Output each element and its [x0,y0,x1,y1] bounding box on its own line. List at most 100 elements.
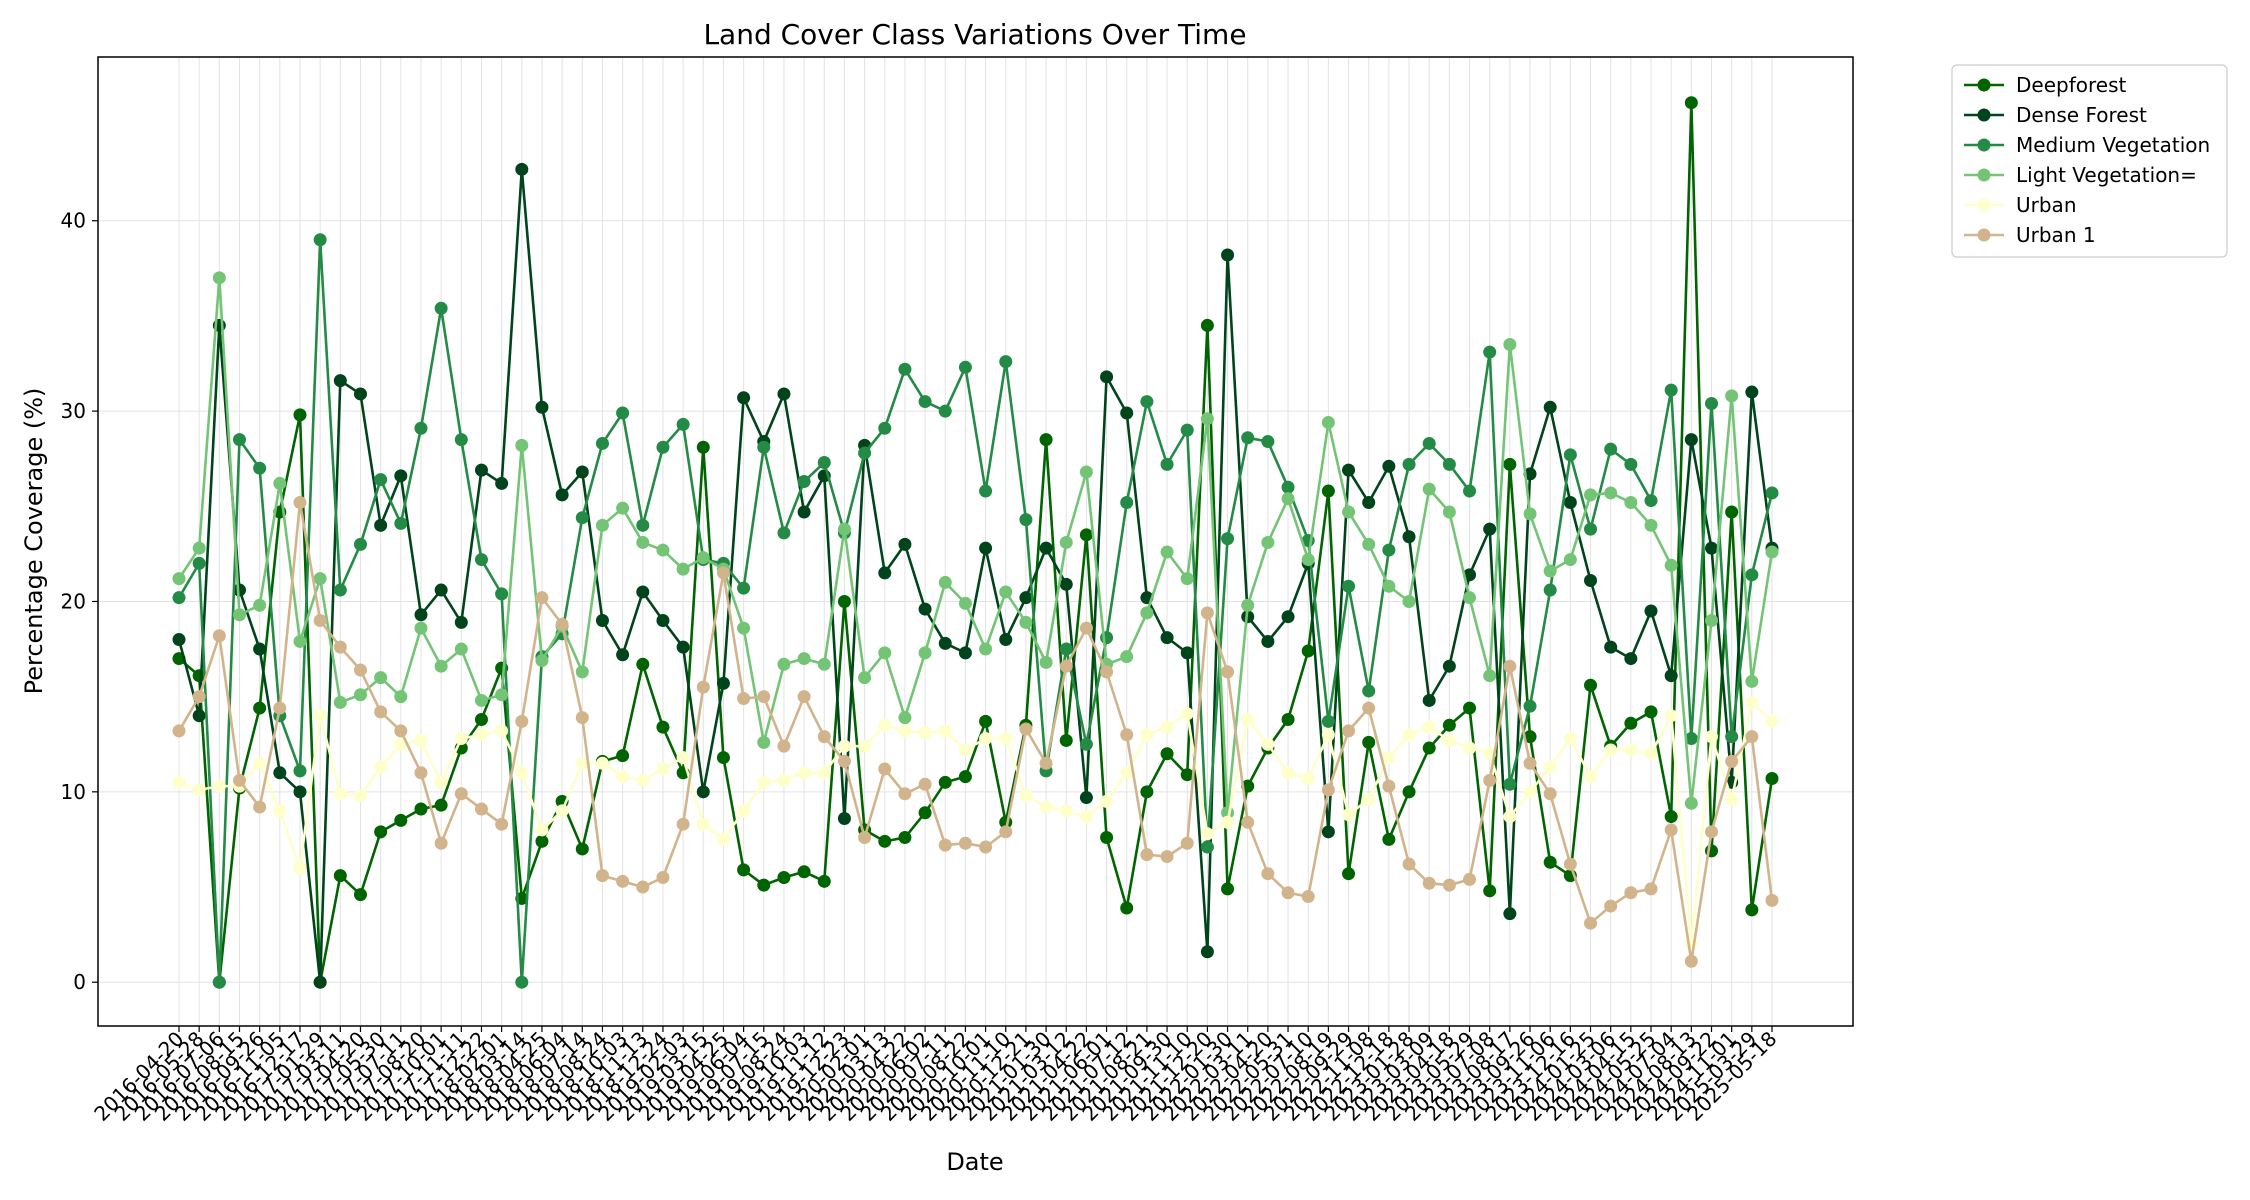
data-point [1342,579,1356,593]
data-point [1019,789,1033,803]
data-point [878,718,892,732]
data-point [1483,345,1497,359]
data-point [636,773,650,787]
data-point [858,671,872,685]
data-point [636,657,650,671]
data-point [1765,893,1779,907]
data-point [1604,899,1618,913]
data-point [374,473,388,487]
data-point [1140,606,1154,620]
data-point [434,775,448,789]
data-point [434,659,448,673]
data-point [1543,400,1557,414]
data-point [938,775,952,789]
data-point [535,400,549,414]
data-point [535,823,549,837]
data-point [1301,553,1315,567]
y-tick-label: 0 [73,970,86,994]
data-point [777,773,791,787]
data-point [1321,416,1335,430]
data-point [1221,248,1235,262]
data-point [1079,621,1093,635]
data-point [575,511,589,525]
data-point [1261,535,1275,549]
data-point [232,773,246,787]
data-point [293,634,307,648]
data-point [474,728,488,742]
data-point [172,572,186,586]
data-point [353,387,367,401]
data-point [1664,558,1678,572]
data-point [1301,644,1315,658]
data-point [1120,650,1134,664]
data-point [1362,701,1376,715]
data-point [1019,722,1033,736]
data-point [1442,457,1456,471]
data-point [656,614,670,628]
data-point [1563,857,1577,871]
data-point [1563,732,1577,746]
data-point [414,766,428,780]
data-point [1624,886,1638,900]
data-point [958,596,972,610]
data-point [1019,591,1033,605]
data-point [474,802,488,816]
data-point [1463,484,1477,498]
data-point [1200,318,1214,332]
data-point [333,640,347,654]
data-point [1684,732,1698,746]
data-point [1422,482,1436,496]
data-point [1543,855,1557,869]
data-point [1160,747,1174,761]
data-point [1382,832,1396,846]
x-axis-label: Date [946,1148,1003,1176]
data-point [1422,876,1436,890]
data-point [878,646,892,660]
data-point [1523,507,1537,521]
data-point [1039,541,1053,555]
data-point [1543,583,1557,597]
data-point [777,739,791,753]
data-point [1563,495,1577,509]
data-point [1200,945,1214,959]
data-point [1079,810,1093,824]
data-point [716,751,730,765]
data-point [1321,484,1335,498]
data-point [918,646,932,660]
data-point [595,756,609,770]
data-point [1725,792,1739,806]
data-point [1402,857,1416,871]
data-point [555,488,569,502]
data-point [1745,385,1759,399]
data-point [1624,457,1638,471]
data-point [1200,606,1214,620]
data-point [1745,674,1759,688]
data-point [1684,96,1698,110]
data-point [676,417,690,431]
data-point [1664,810,1678,824]
data-point [1463,568,1477,582]
data-point [636,535,650,549]
data-point [797,865,811,879]
data-point [636,585,650,599]
plot-frame [97,56,1854,1027]
data-point [1079,465,1093,479]
data-point [1402,728,1416,742]
y-tick-label: 20 [61,589,86,613]
data-point [1221,882,1235,896]
data-point [1362,684,1376,698]
data-point [253,800,267,814]
data-point [1059,577,1073,591]
data-point [1765,486,1779,500]
data-point [938,575,952,589]
data-point [616,770,630,784]
data-point [1362,537,1376,551]
data-point [1725,389,1739,403]
data-point [636,518,650,532]
data-point [1664,709,1678,723]
data-point [1644,604,1658,618]
data-point [353,537,367,551]
data-point [737,692,751,706]
data-point [1019,513,1033,527]
